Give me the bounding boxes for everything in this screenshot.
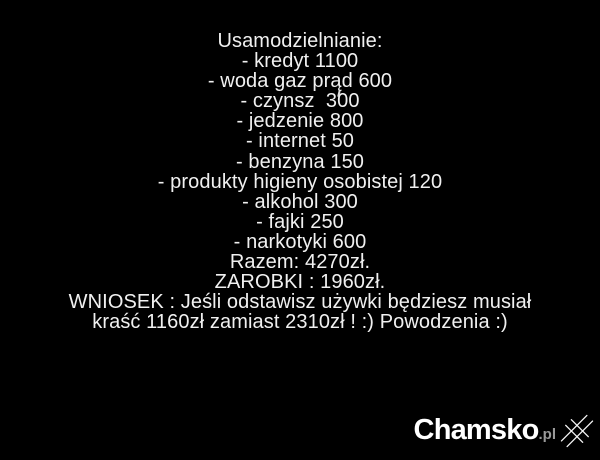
caption-line: - jedzenie 800 bbox=[236, 110, 364, 133]
caption-line: - kredyt 1100 bbox=[241, 50, 359, 73]
caption-line: - czynsz 300 bbox=[240, 90, 360, 113]
watermark-wordmark: Chamsko.pl bbox=[414, 414, 556, 447]
watermark-logo: Chamsko.pl bbox=[414, 408, 597, 454]
caption-line: - produkty higieny osobistej 120 bbox=[157, 170, 443, 193]
brand-name: Chamsko bbox=[413, 413, 540, 446]
caption-line-total: Razem: 4270zł. bbox=[229, 251, 371, 274]
caption-line-conclusion-2: kraść 1160zł zamiast 2310zł ! :) Powodze… bbox=[92, 311, 508, 334]
caption-line-earnings: ZAROBKI : 1960zł. bbox=[214, 271, 386, 294]
caption-line-conclusion: WNIOSEK : Jeśli odstawisz używki będzies… bbox=[68, 291, 532, 314]
caption-line-title: Usamodzielnianie: bbox=[217, 30, 383, 52]
caption-text: Usamodzielnianie: - kredyt 1100 - woda g… bbox=[0, 30, 600, 334]
caption-line: - fajki 250 bbox=[256, 210, 344, 233]
caption-line: - narkotyki 600 bbox=[233, 230, 367, 253]
tilted-hash-icon bbox=[557, 408, 597, 454]
caption-line: - alkohol 300 bbox=[242, 190, 358, 213]
brand-tld: .pl bbox=[538, 425, 557, 443]
caption-line: - internet 50 bbox=[245, 130, 355, 153]
caption-line: - benzyna 150 bbox=[235, 150, 365, 173]
caption-line: - woda gaz prąd 600 bbox=[207, 70, 393, 93]
